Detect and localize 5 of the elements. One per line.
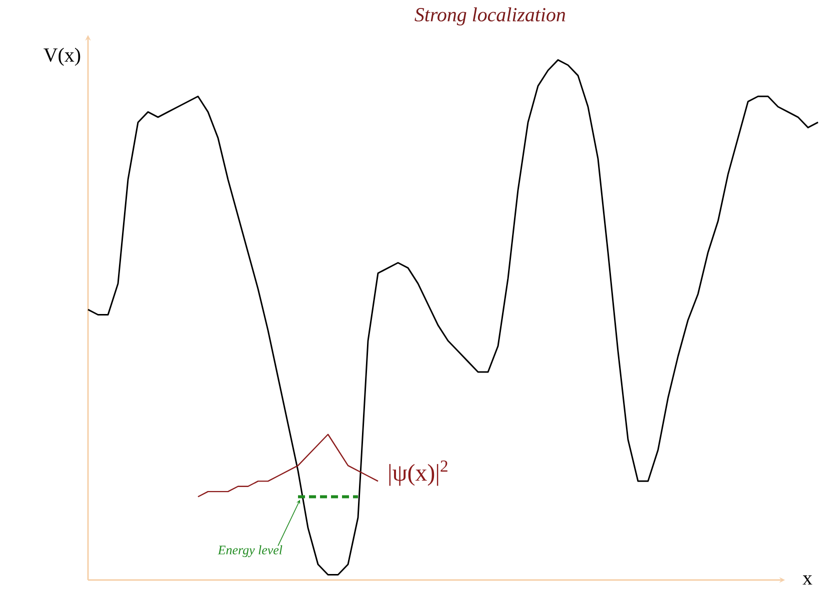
x-axis-title: x [802, 575, 812, 585]
y-axis-title: V(x) [44, 48, 80, 66]
text: Energy level [218, 545, 282, 558]
chart-title: Strong localization [414, 7, 566, 26]
series-label: |ψ(x)|$^{2}$ [389, 460, 448, 486]
